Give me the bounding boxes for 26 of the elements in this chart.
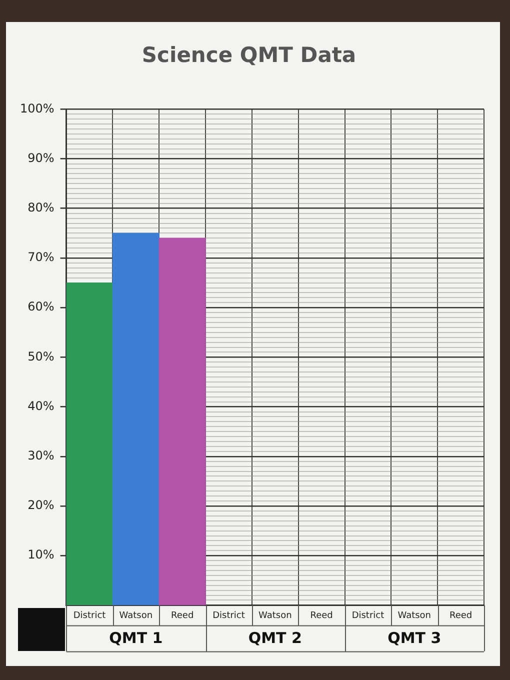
x-tick-label: Watson: [258, 610, 292, 621]
x-tick-label: Reed: [310, 610, 333, 621]
y-tick-label: 40%: [28, 398, 54, 413]
x-tick-label: District: [212, 610, 246, 621]
y-tick-label: 100%: [20, 101, 54, 116]
y-tick-label: 30%: [28, 448, 54, 463]
x-tick-label: District: [73, 610, 106, 621]
text: QMT 3: [388, 629, 442, 648]
bar: [66, 282, 114, 606]
x-tick-label: Reed: [171, 610, 194, 621]
x-tick-label: District: [352, 610, 385, 621]
y-tick-label: 60%: [28, 300, 54, 314]
x-tick-label: Watson: [119, 610, 153, 621]
text: QMT 2: [248, 629, 302, 648]
y-tick-label: 20%: [28, 498, 54, 512]
bar: [112, 232, 160, 606]
bar: [158, 238, 206, 606]
x-tick-label: Reed: [449, 610, 472, 621]
x-tick-label: Watson: [398, 610, 432, 621]
chart-title: Science QMT Data: [142, 43, 356, 68]
y-tick-label: 70%: [28, 250, 54, 264]
text: QMT 1: [109, 629, 163, 648]
y-tick-label: 90%: [28, 150, 54, 165]
y-tick-label: 50%: [28, 349, 54, 364]
y-tick-label: 10%: [28, 548, 54, 562]
y-tick-label: 80%: [28, 200, 54, 215]
